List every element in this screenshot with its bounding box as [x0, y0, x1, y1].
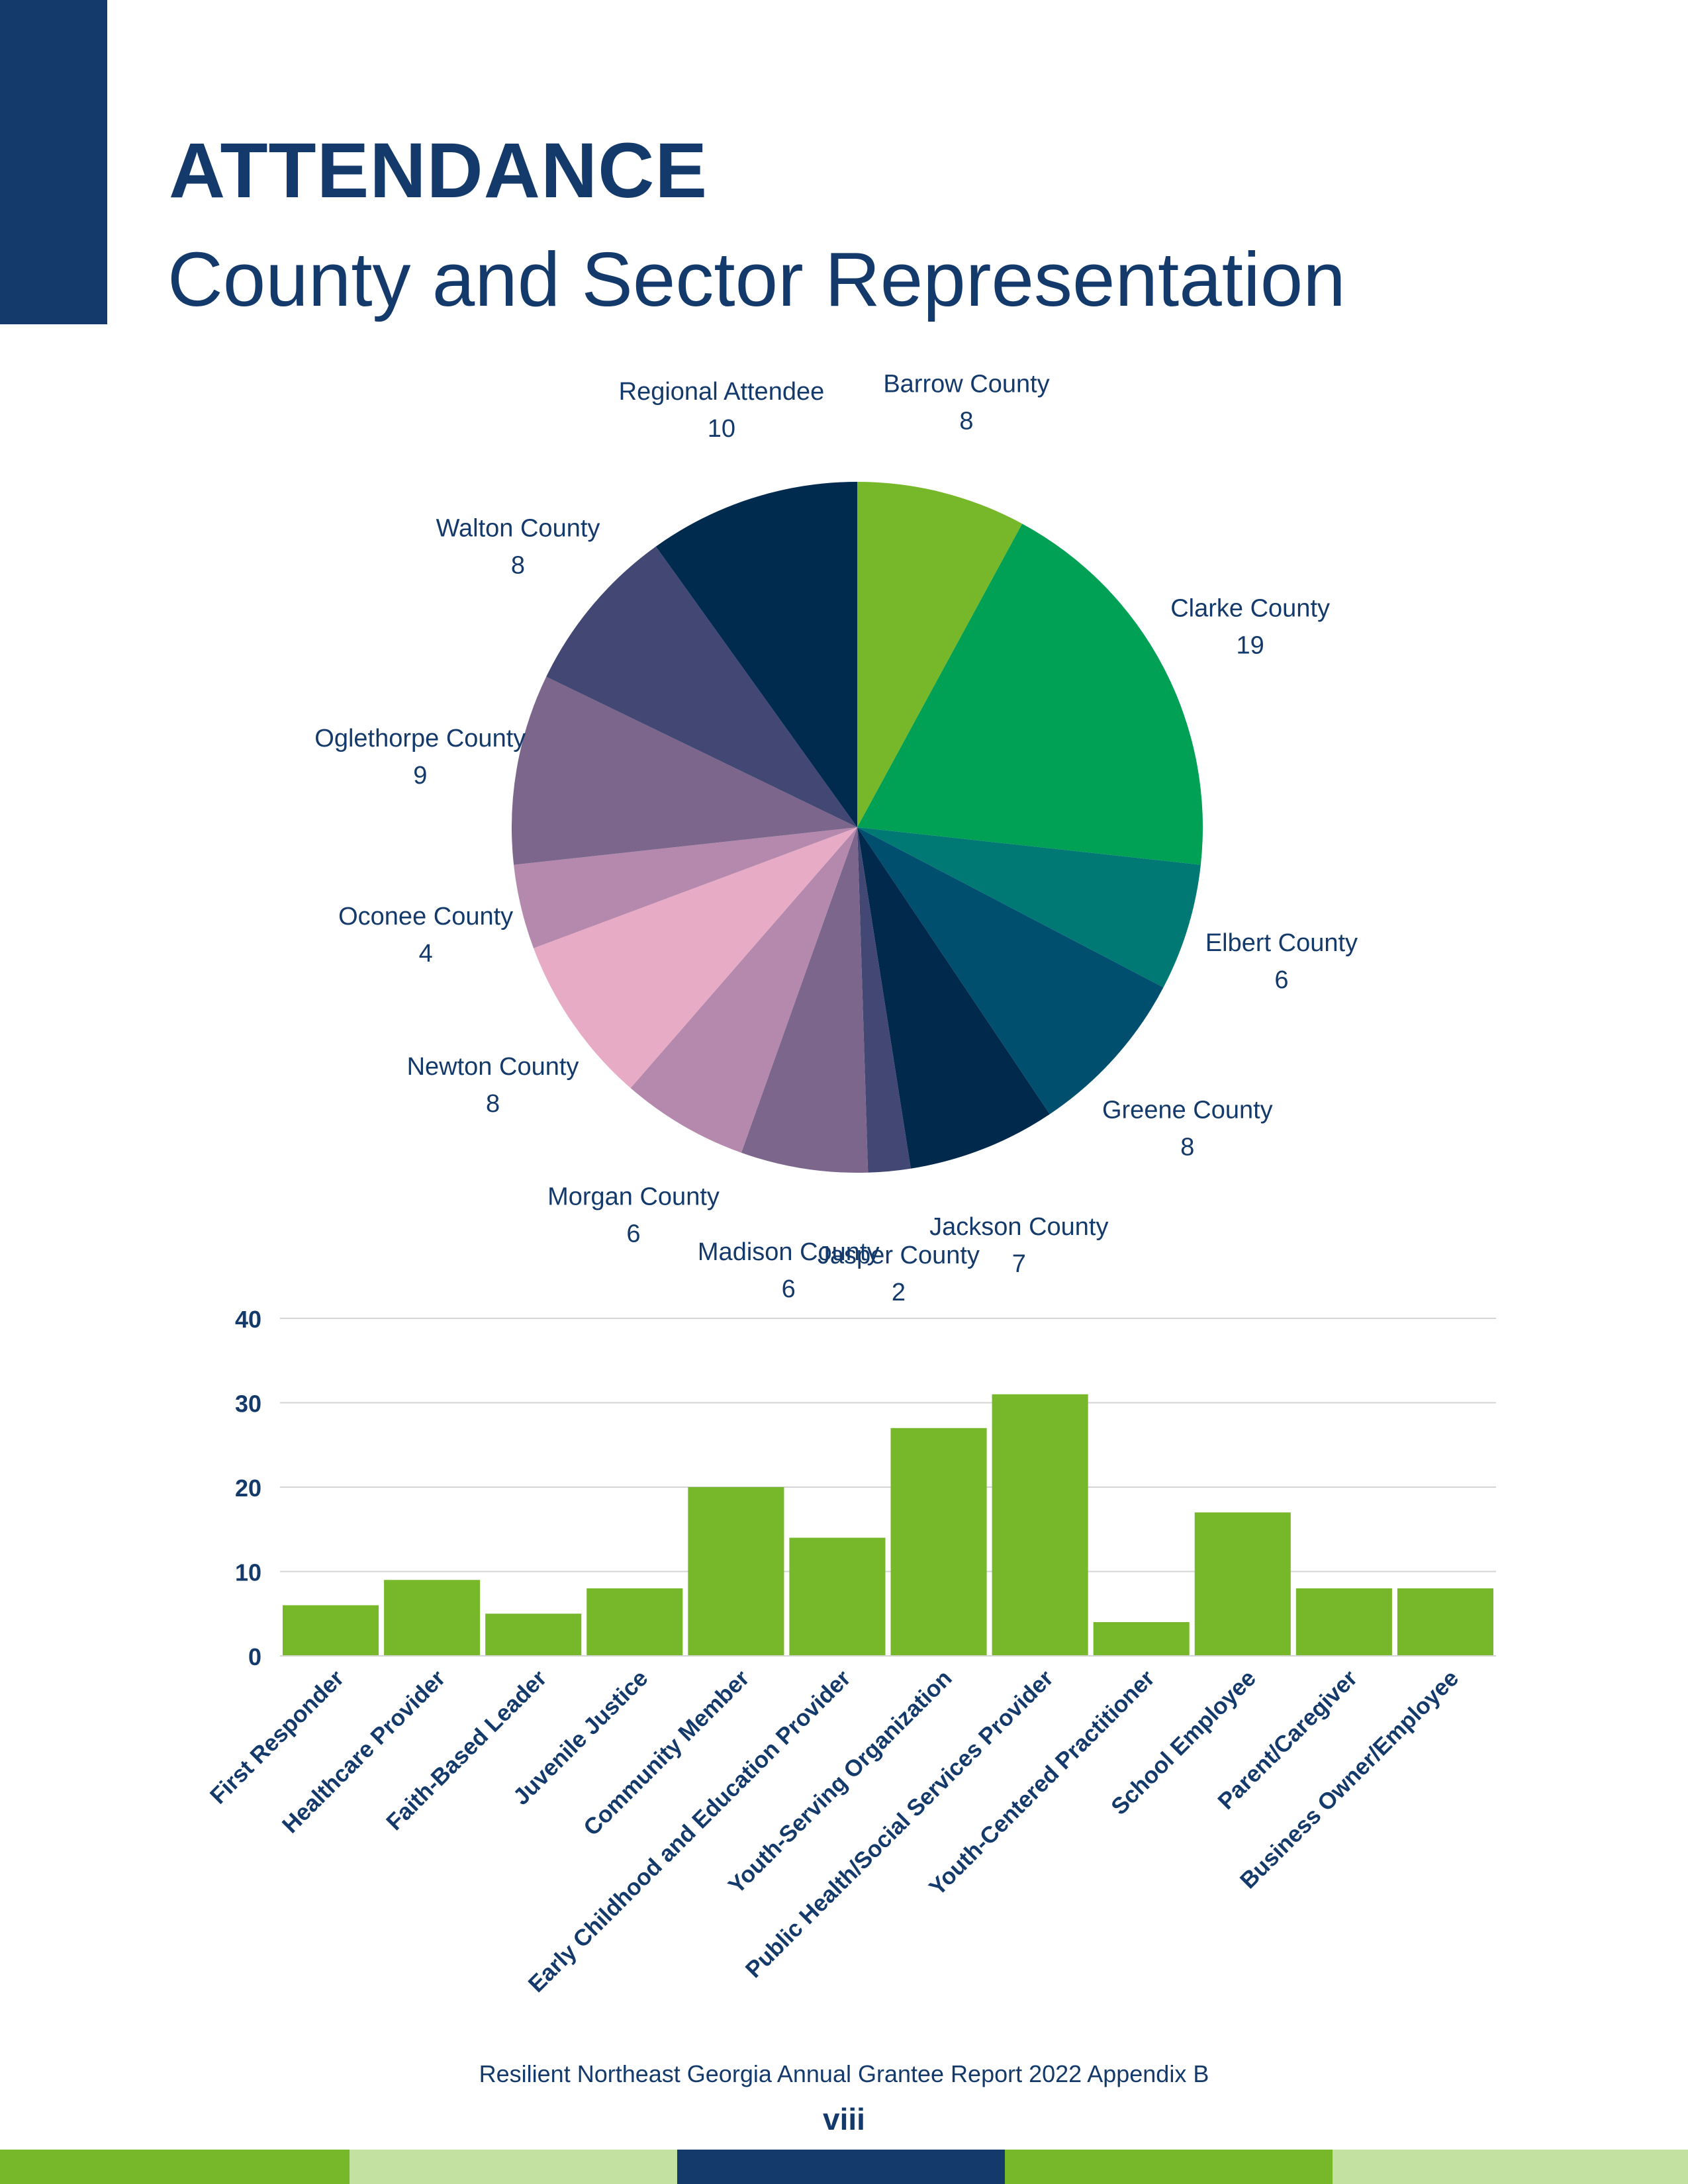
page-number: viii	[823, 2102, 865, 2136]
x-tick-label-youth-serving-organization: Youth-Serving Organization	[724, 1665, 957, 1899]
pie-value-greene-county: 8	[1180, 1133, 1194, 1161]
x-tick-label-business-owner-employee: Business Owner/Employee	[1235, 1665, 1464, 1893]
county-pie-chart: Barrow County 8 Clarke County 19 Elbert Coun…	[314, 371, 1358, 1306]
pie-value-oconee-county: 4	[419, 940, 433, 968]
page-subtitle: County and Sector Representation	[167, 236, 1346, 322]
pie-label-madison-county: Madison County	[698, 1238, 880, 1266]
pie-value-newton-county: 8	[486, 1090, 500, 1118]
pie-slice-barrow-county	[857, 482, 1023, 827]
pie-value-jackson-county: 7	[1012, 1250, 1026, 1278]
strip-segment-navy	[677, 2150, 1005, 2184]
y-tick-label: 10	[235, 1559, 261, 1586]
corner-accent-bar	[0, 0, 107, 324]
x-tick-label-community-member: Community Member	[579, 1665, 755, 1841]
pie-slice-jackson-county	[857, 827, 1050, 1169]
pie-slice-madison-county	[741, 827, 868, 1173]
bar-healthcare-provider	[384, 1580, 481, 1656]
pie-label-oglethorpe-county: Oglethorpe County	[314, 725, 526, 752]
pie-value-jasper-county: 2	[892, 1279, 906, 1306]
pie-label-morgan-county: Morgan County	[547, 1183, 720, 1210]
bar-first-responder	[283, 1605, 379, 1656]
bottom-color-strip	[0, 2150, 1688, 2184]
pie-label-elbert-county: Elbert County	[1205, 929, 1358, 957]
strip-segment-light-green	[1333, 2150, 1688, 2184]
bar-public-health-social-services-provider	[992, 1394, 1088, 1656]
pie-value-regional-attendee: 10	[708, 415, 735, 443]
y-tick-label: 20	[235, 1475, 261, 1502]
strip-segment-light-green	[350, 2150, 677, 2184]
pie-value-morgan-county: 6	[626, 1220, 640, 1248]
y-tick-label: 40	[235, 1306, 261, 1333]
pie-slice-clarke-county	[857, 523, 1203, 865]
pie-label-clarke-county: Clarke County	[1170, 594, 1330, 622]
pie-slice-greene-county	[857, 827, 1164, 1115]
bar-youth-centered-practitioner	[1093, 1622, 1190, 1656]
bar-faith-based-leader	[485, 1614, 582, 1656]
bar-early-childhood-and-education-provider	[789, 1537, 886, 1656]
pie-value-elbert-county: 6	[1274, 966, 1288, 994]
y-tick-label: 30	[235, 1390, 261, 1418]
pie-slice-walton-county	[546, 546, 857, 827]
page-title: ATTENDANCE	[169, 127, 708, 214]
pie-label-jasper-county: Jasper County	[818, 1242, 980, 1269]
pie-label-jackson-county: Jackson County	[929, 1213, 1108, 1241]
pie-value-madison-county: 6	[782, 1275, 796, 1303]
bar-parent-caregiver	[1295, 1588, 1392, 1656]
pie-slice-jasper-county	[857, 827, 911, 1173]
pie-slice-oconee-county	[514, 827, 857, 948]
pie-value-walton-county: 8	[511, 551, 525, 579]
pie-value-oglethorpe-county: 9	[413, 762, 427, 790]
pie-slice-newton-county	[534, 827, 857, 1089]
pie-label-walton-county: Walton County	[436, 514, 600, 542]
pie-slice-oglethorpe-county	[512, 676, 857, 865]
pie-value-barrow-county: 8	[959, 408, 973, 435]
pie-label-oconee-county: Oconee County	[338, 903, 513, 931]
y-tick-label: 0	[248, 1643, 261, 1670]
bar-community-member	[688, 1487, 784, 1656]
strip-segment-green	[0, 2150, 350, 2184]
pie-label-barrow-county: Barrow County	[883, 371, 1049, 398]
bar-youth-serving-organization	[890, 1428, 987, 1656]
pie-slice-regional-attendee	[655, 482, 857, 827]
strip-segment-green	[1005, 2150, 1333, 2184]
report-footer: Resilient Northeast Georgia Annual Grant…	[479, 2060, 1209, 2087]
pie-slice-elbert-county	[857, 827, 1201, 988]
pie-label-regional-attendee: Regional Attendee	[619, 378, 825, 406]
x-tick-label-healthcare-provider: Healthcare Provider	[277, 1665, 451, 1839]
pie-value-clarke-county: 19	[1236, 631, 1264, 659]
pie-label-newton-county: Newton County	[407, 1053, 579, 1081]
bar-school-employee	[1194, 1512, 1291, 1656]
pie-label-greene-county: Greene County	[1102, 1096, 1273, 1124]
pie-slice-morgan-county	[630, 827, 857, 1153]
bar-juvenile-justice	[586, 1588, 683, 1656]
bar-business-owner-employee	[1397, 1588, 1493, 1656]
